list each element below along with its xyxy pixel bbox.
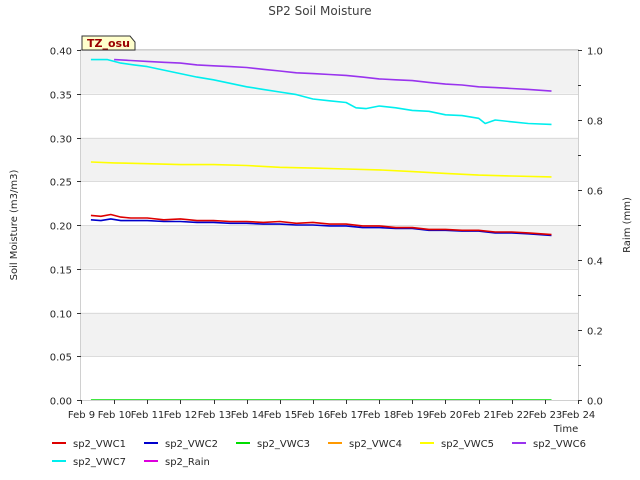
legend-label: sp2_VWC4 [349, 439, 402, 450]
y-tick-label: 0.15 [50, 266, 72, 277]
x-tick-label: Feb 24 [562, 410, 596, 421]
tz-badge: TZ_osu [81, 35, 136, 51]
y2-tick-label: 0.4 [587, 257, 603, 268]
background-band [81, 137, 578, 182]
x-tick-label: Feb 22 [496, 410, 530, 421]
background-band [81, 312, 578, 357]
x-tick-label: Feb 15 [264, 410, 298, 421]
y2-tick-label: 1.0 [587, 47, 603, 58]
y2-axis-ticks: 0.0 0.2 0.4 0.6 0.8 1.0 [578, 47, 603, 408]
y-tick-label: 0.35 [50, 91, 72, 102]
x-tick-label: Feb 19 [396, 410, 430, 421]
y-axis-ticks: 0.00 0.05 0.10 0.15 0.20 0.25 0.30 0.35 0.40 [50, 47, 81, 408]
x-axis-ticks: Feb 9 Feb 10 Feb 11 Feb 12 Feb 13 Feb 14 Feb 1… [68, 400, 595, 421]
x-tick-label: Feb 10 [98, 410, 132, 421]
legend-label: sp2_VWC2 [165, 439, 218, 450]
background-bands [81, 50, 578, 357]
legend-label: sp2_VWC7 [73, 457, 126, 468]
background-band [81, 50, 578, 94]
x-tick-label: Feb 12 [164, 410, 198, 421]
y-axis-title: Soil Moisture (m3/m3) [9, 170, 20, 281]
y-tick-label: 0.00 [50, 397, 72, 408]
y2-axis-title: Raim (mm) [622, 197, 633, 253]
chart-title: SP2 Soil Moisture [268, 4, 371, 18]
series-line-sp2-vwc1 [90, 213, 552, 236]
y-tick-label: 0.40 [50, 47, 72, 58]
legend: sp2_VWC1 sp2_VWC2 sp2_VWC3 sp2_VWC4 sp2_VWC5… [52, 439, 586, 468]
y-tick-label: 0.05 [50, 353, 72, 364]
y2-tick-label: 0.8 [587, 117, 603, 128]
y-tick-label: 0.25 [50, 178, 72, 189]
legend-label: sp2_VWC5 [441, 439, 494, 450]
x-tick-label: Feb 23 [529, 410, 563, 421]
x-tick-label: Feb 18 [363, 410, 397, 421]
series-line-sp2-vwc5 [90, 161, 552, 178]
legend-label: sp2_VWC6 [533, 439, 586, 450]
x-tick-label: Feb 17 [330, 410, 364, 421]
x-tick-label: Feb 20 [429, 410, 463, 421]
tz-badge-box [81, 35, 136, 51]
legend-label: sp2_VWC3 [257, 439, 310, 450]
legend-label: sp2_Rain [165, 457, 210, 468]
y-tick-label: 0.10 [50, 310, 72, 321]
x-tick-label: Feb 9 [68, 410, 95, 421]
legend-label: sp2_VWC1 [73, 439, 126, 450]
x-axis-title: Time [553, 424, 578, 435]
tz-badge-label: TZ_osu [87, 37, 130, 50]
x-tick-label: Feb 21 [463, 410, 497, 421]
y-tick-label: 0.30 [50, 135, 72, 146]
y-tick-label: 0.20 [50, 222, 72, 233]
y2-tick-label: 0.6 [587, 187, 603, 198]
series-line-sp2-vwc6 [114, 58, 552, 92]
x-tick-label: Feb 13 [198, 410, 232, 421]
y2-tick-label: 0.0 [587, 397, 603, 408]
x-tick-label: Feb 16 [297, 410, 331, 421]
series-line-sp2-vwc7 [90, 58, 552, 126]
x-tick-label: Feb 11 [131, 410, 165, 421]
x-tick-label: Feb 14 [231, 410, 265, 421]
y2-tick-label: 0.2 [587, 327, 603, 338]
